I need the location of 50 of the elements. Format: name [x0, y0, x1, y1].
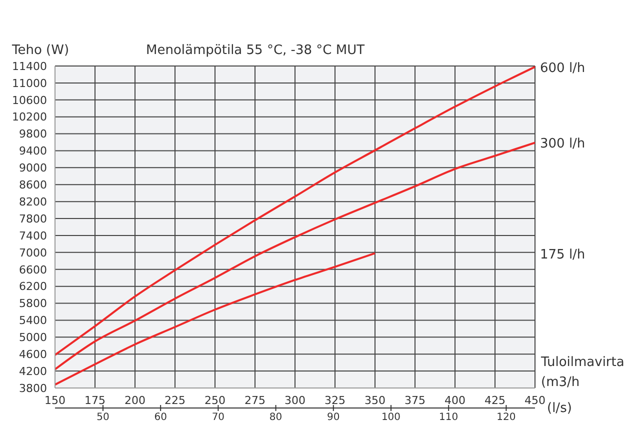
x-tick-label: 450 — [524, 394, 546, 407]
y-axis-title: Teho (W) — [11, 43, 70, 58]
x2-tick-label: 70 — [212, 412, 225, 423]
y-tick-label: 3800 — [19, 382, 47, 395]
x2-tick-label: 110 — [439, 412, 458, 423]
y-tick-label: 10200 — [12, 110, 47, 124]
x-tick-label: 200 — [124, 394, 146, 407]
y-tick-label: 5400 — [19, 314, 47, 328]
text: 175 l/h — [540, 247, 586, 262]
x-tick-label: 400 — [444, 394, 466, 407]
y-tick-label: 5800 — [19, 297, 47, 310]
y-tick-label: 11000 — [12, 76, 47, 90]
y-tick-label: 6200 — [19, 280, 47, 294]
series-label: 300 l/h — [540, 136, 586, 152]
x2-tick-label: 100 — [381, 412, 401, 423]
x-tick-label: 300 — [284, 394, 306, 407]
x2-axis-title: (l/s) — [547, 401, 572, 416]
y-tick-label: 5000 — [19, 331, 47, 344]
x2-tick-label: 60 — [154, 412, 167, 423]
y-tick-label: 7800 — [19, 212, 47, 226]
x-tick-label: 350 — [364, 394, 386, 407]
x-tick-label: 325 — [324, 394, 346, 407]
y-tick-label: 9000 — [19, 162, 47, 175]
line-series — [55, 142, 535, 370]
y-tick-label: 9400 — [19, 144, 47, 158]
x-tick-label: 425 — [484, 394, 506, 407]
y-tick-label: 7400 — [19, 229, 47, 242]
x-tick-label: 175 — [84, 394, 106, 407]
y-tick-label: 8600 — [19, 178, 47, 192]
x2-tick-label: 50 — [96, 412, 110, 423]
y-tick-label: 10600 — [12, 94, 47, 107]
x-tick-label: 250 — [204, 394, 226, 407]
line-series — [55, 252, 376, 386]
y-tick-label: 7000 — [19, 246, 47, 260]
x2-tick-label: 90 — [327, 412, 340, 423]
chart-title: Menolämpötila 55 °C, -38 °C MUT — [146, 43, 365, 58]
y-tick-label: 9800 — [19, 128, 47, 141]
x2-tick-label: 80 — [269, 412, 282, 423]
x-tick-label: 375 — [404, 394, 426, 407]
x-tick-label: 225 — [164, 394, 186, 407]
y-tick-label: 8200 — [19, 195, 47, 208]
x-tick-label: 275 — [244, 394, 266, 407]
x-axis-title: Tuloilmavirta (m3/h — [540, 355, 624, 390]
series-label: 600 l/h — [540, 60, 586, 76]
x-tick-label: 150 — [44, 394, 66, 407]
y-tick-label: 4600 — [19, 348, 47, 362]
y-tick-label: 11400 — [12, 60, 47, 73]
x2-tick-label: 120 — [496, 412, 516, 423]
y-tick-label: 6600 — [19, 263, 47, 276]
y-tick-label: 4200 — [19, 364, 47, 378]
